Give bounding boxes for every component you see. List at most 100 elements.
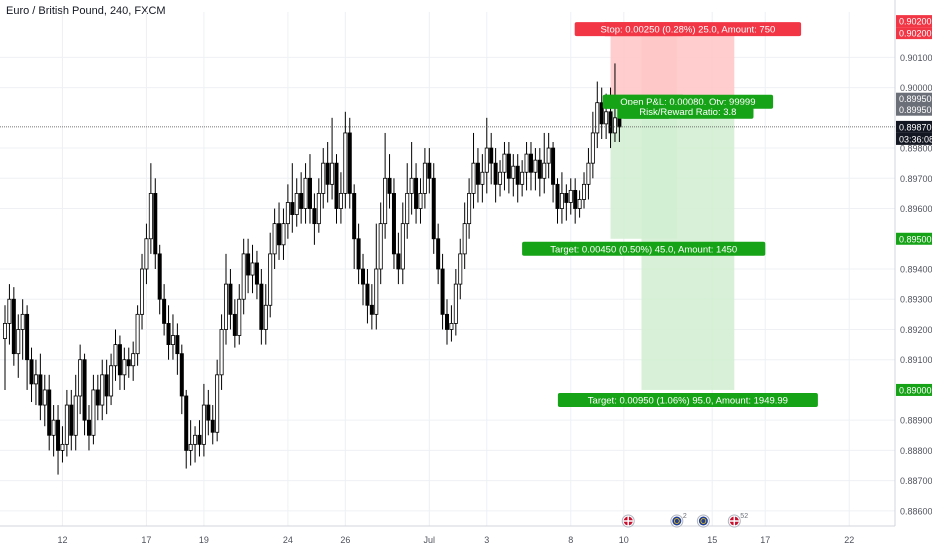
candle-body <box>148 193 153 240</box>
candle-body <box>409 177 414 194</box>
position-labels: Stop: 0.0025(Open P&L: 0.0Risk/RewTarget… <box>522 22 818 407</box>
candle-body <box>343 132 348 194</box>
candle-body <box>7 298 12 324</box>
candle-body <box>277 223 282 246</box>
time-tick-label: 3 <box>484 535 489 545</box>
candle-body <box>582 183 587 200</box>
time-tick-label: 22 <box>844 535 854 545</box>
eu-flag-icon-stars <box>700 518 707 524</box>
price-tick-label: 0.88600 <box>900 506 932 516</box>
candle-body <box>489 147 494 164</box>
candle-body <box>502 153 507 173</box>
candle-body <box>325 162 330 185</box>
price-tick-label: 0.89700 <box>900 174 932 184</box>
candle-body <box>396 253 401 270</box>
candle-body <box>480 171 485 185</box>
candle-body <box>369 304 374 315</box>
candle-body <box>391 193 396 255</box>
price-tick-label: 0.89100 <box>900 355 932 365</box>
price-badge-text: 0.89950 <box>899 94 932 104</box>
stop-zone-1 <box>610 27 677 103</box>
candle-body <box>418 193 423 209</box>
candle-body <box>175 335 180 355</box>
candle-body <box>475 162 480 185</box>
candle-body <box>170 335 175 345</box>
price-tick-label: 0.90000 <box>900 83 932 93</box>
stop-label-0: Stop: 0.00250 (0.28%) 25.0, Amount: 750 <box>574 22 802 37</box>
candle-body <box>568 189 573 203</box>
candle-body <box>444 313 449 330</box>
gb-flag-icon[interactable]: 52 <box>727 513 748 528</box>
candle-body <box>347 132 352 194</box>
candle-body <box>608 111 613 134</box>
price-axis: 0.90100 0.90000 0.89800 0.89700 0.89600 0.894… <box>894 0 932 526</box>
candle-body <box>546 147 551 164</box>
candle-body <box>577 199 582 209</box>
candle-body <box>467 193 472 225</box>
price-badge-target: 0.89500 <box>896 232 932 245</box>
price-tick-label: 0.88900 <box>900 416 932 426</box>
candle-body <box>294 193 299 215</box>
price-badge-entry: 0.89950 <box>896 92 932 105</box>
target-label-0-bg <box>557 392 818 407</box>
candle-body <box>352 193 357 240</box>
price-tick-label: 0.89600 <box>900 204 932 214</box>
event-icons: 2 52 <box>621 513 748 528</box>
candle-body <box>60 443 65 451</box>
candle-body <box>612 117 617 134</box>
price-tick-label: 0.88700 <box>900 476 932 486</box>
position-zones <box>610 27 735 390</box>
gb-flag-icon[interactable] <box>621 514 635 528</box>
rr-label-0-text: Risk/Reward Ratio: 3.8 <box>639 107 736 118</box>
time-tick-label: 17 <box>760 535 770 545</box>
candle-body <box>334 162 339 209</box>
price-badge-bg <box>896 15 932 28</box>
candle-body <box>564 193 569 203</box>
candle-body <box>259 283 264 330</box>
candle-body <box>449 323 454 330</box>
candle-body <box>484 147 489 173</box>
candle-body <box>285 202 290 225</box>
candle-body <box>179 353 184 397</box>
candle-body <box>378 223 383 270</box>
target-zone-1 <box>610 102 677 239</box>
candle-body <box>268 253 273 306</box>
candle-body <box>586 162 591 185</box>
candle-body <box>228 283 233 315</box>
candle-body <box>528 153 533 173</box>
time-tick-label: Jul <box>424 535 436 545</box>
candle-body <box>414 177 419 209</box>
target-label-1: Target: 0.00450 (0.50%) 45.0, Amount: 14… <box>522 241 766 256</box>
candle-body <box>400 223 405 270</box>
candle-body <box>104 374 109 397</box>
chart-title: Euro / British Pound, 240, FXCM <box>6 5 166 17</box>
candle-body <box>436 238 441 270</box>
candle-body <box>458 253 463 285</box>
candle-body <box>263 304 268 330</box>
candle-body <box>405 193 410 225</box>
price-badge-bg <box>896 232 932 245</box>
candle-body <box>515 165 520 185</box>
candle-body <box>162 298 167 324</box>
candle-body <box>471 162 476 194</box>
target-label-0: Target: 0.00950 (1.06%) 95.0, Amount: 19… <box>557 392 818 407</box>
candle-body <box>109 365 114 397</box>
candle-body <box>126 359 131 367</box>
candle-body <box>219 329 224 376</box>
candle-body <box>29 359 34 385</box>
time-tick-label: 12 <box>57 535 67 545</box>
candle-body <box>69 404 74 436</box>
candle-body <box>135 313 140 355</box>
time-tick-label: 15 <box>707 535 717 545</box>
time-tick-label: 10 <box>619 535 629 545</box>
price-tick-label: 0.89400 <box>900 265 932 275</box>
candle-body <box>493 162 498 185</box>
candle-body <box>440 268 445 315</box>
eu-flag-icon[interactable] <box>696 514 710 528</box>
candle-body <box>254 262 259 285</box>
price-tick-label: 0.89300 <box>900 295 932 305</box>
eu-event-icon[interactable]: 2 <box>670 513 687 528</box>
price-badge-bg <box>896 383 932 396</box>
candle-body <box>153 193 158 255</box>
